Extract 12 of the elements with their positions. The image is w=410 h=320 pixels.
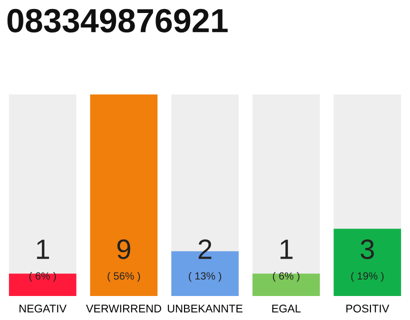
x-tick-label: VERWIRREND bbox=[86, 304, 162, 312]
data-label: 1 ( 6% ) bbox=[29, 240, 56, 282]
bar bbox=[252, 274, 320, 296]
x-tick-label: UNBEKANNTE bbox=[168, 304, 242, 312]
data-label: 3 ( 19% ) bbox=[351, 239, 384, 282]
data-label: 9 ( 56% ) bbox=[108, 239, 140, 282]
chart-title: 083349876921 bbox=[7, 8, 228, 33]
data-label: 1 ( 6% ) bbox=[272, 240, 300, 282]
x-tick-label: EGAL bbox=[272, 304, 301, 312]
x-tick-label: NEGATIV bbox=[20, 304, 67, 312]
x-tick-label: POSITIV bbox=[346, 304, 390, 312]
bar bbox=[8, 274, 76, 296]
